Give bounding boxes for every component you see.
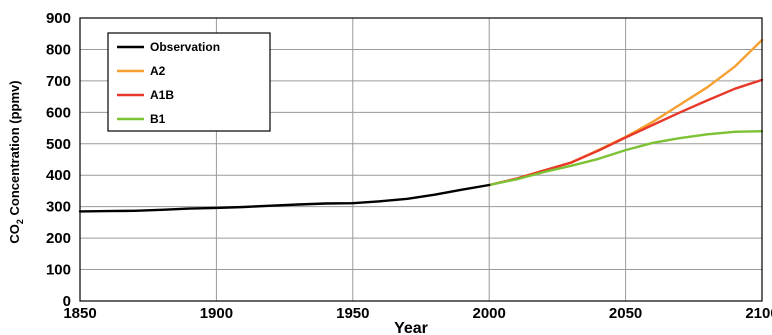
x-tick-labels: 1850 1900 1950 2000 2050 2100: [63, 305, 772, 322]
plot-frame: [79, 17, 763, 302]
y-axis-title-subscript: 2: [15, 219, 25, 224]
y-tick-label: 200: [46, 230, 71, 247]
legend-label-b1: B1: [150, 112, 166, 126]
y-tick-label: 900: [46, 10, 71, 27]
x-axis-title: Year: [394, 320, 428, 335]
series-line-b1: [488, 129, 764, 187]
x-tick-label: 1850: [63, 305, 96, 322]
y-tick-label: 300: [46, 199, 71, 216]
y-tick-label: 400: [46, 167, 71, 184]
x-tick-label: 2100: [745, 305, 772, 322]
y-tick-label: 0: [63, 293, 71, 310]
legend-label-a1b: A1B: [150, 88, 174, 102]
x-tick-label: 2000: [473, 305, 506, 322]
y-tick-label: 500: [46, 136, 71, 153]
x-tick-label: 1950: [336, 305, 369, 322]
y-axis-title-suffix: Concentration (ppmv): [7, 80, 22, 219]
x-tick-label: 2050: [609, 305, 642, 322]
series-lines: [78, 38, 764, 213]
y-tick-labels: 0 100 200 300 400 500 600 700 800 900: [46, 10, 71, 310]
y-tick-label: 700: [46, 73, 71, 90]
y-axis-title: CO2 Concentration (ppmv): [7, 80, 25, 243]
legend-label-observation: Observation: [150, 40, 220, 54]
y-tick-label: 100: [46, 262, 71, 279]
legend: Observation A2 A1B B1: [107, 32, 271, 132]
series-line-a1b: [488, 78, 764, 187]
y-tick-label: 600: [46, 104, 71, 121]
y-tick-label: 800: [46, 41, 71, 58]
legend-label-a2: A2: [150, 64, 166, 78]
x-tick-label: 1900: [200, 305, 233, 322]
legend-box: [107, 32, 271, 132]
series-line-observation: [78, 183, 491, 213]
y-axis-title-prefix: CO: [7, 224, 22, 244]
